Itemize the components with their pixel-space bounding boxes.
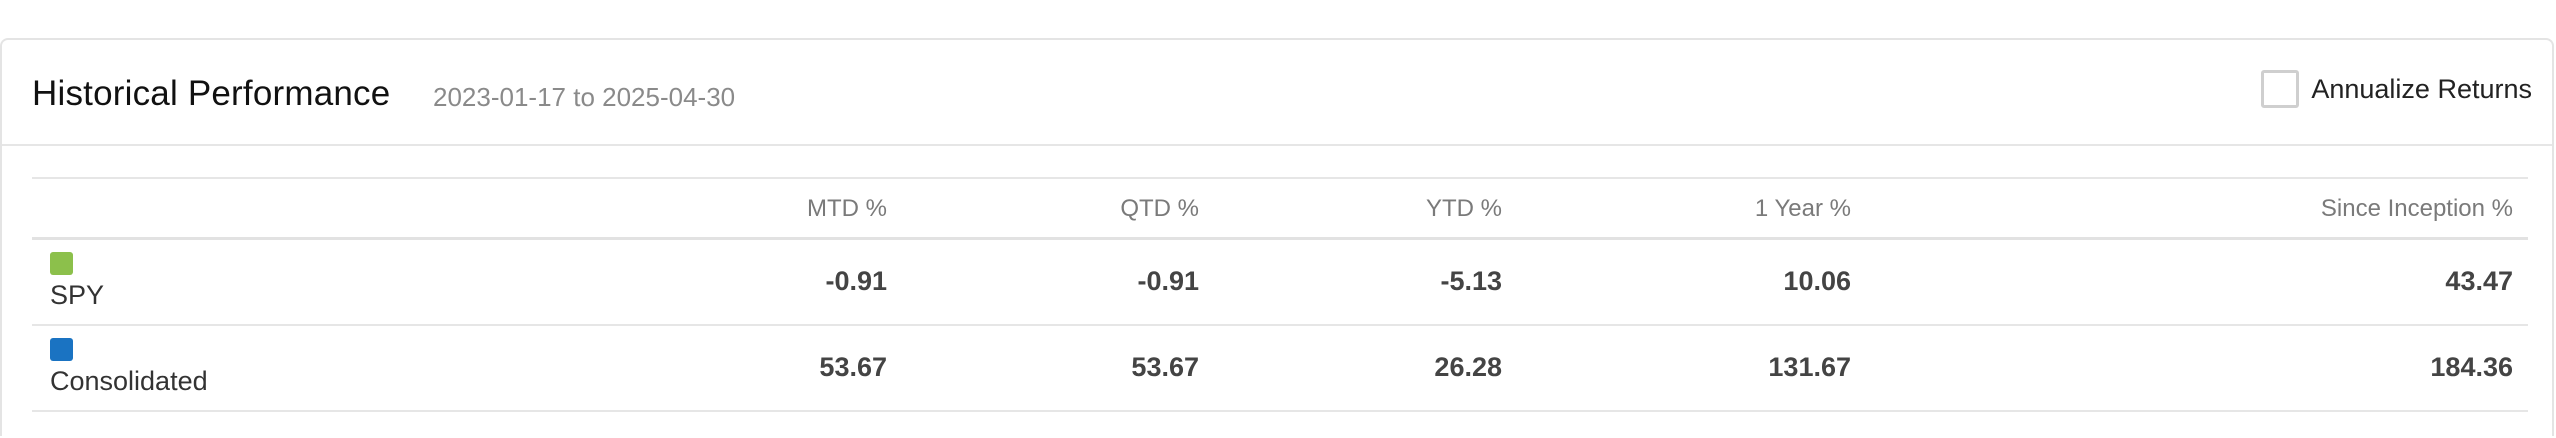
cell-ytd: -5.13 [1440,266,1502,296]
table-row-consolidated: Consolidated 53.67 53.67 26.28 131.67 18… [32,326,2528,412]
column-header-since-inception[interactable]: Since Inception % [2320,195,2513,222]
cell-since-inception: 184.36 [2430,352,2513,382]
annualize-returns-toggle[interactable]: Annualize Returns [2261,70,2532,108]
cell-ytd: 26.28 [1434,352,1502,382]
cell-since-inception: 43.47 [2445,266,2513,296]
panel-header: Historical Performance 2023-01-17 to 202… [2,40,2552,146]
performance-table: MTD % QTD % YTD % 1 Year % Since Incepti… [32,177,2528,412]
historical-performance-panel: Historical Performance 2023-01-17 to 202… [0,38,2554,436]
panel-title: Historical Performance [32,74,391,113]
row-name: SPY [50,280,105,310]
series-color-swatch [50,338,73,361]
cell-qtd: 53.67 [1131,352,1199,382]
cell-mtd: -0.91 [825,266,887,296]
cell-qtd: -0.91 [1137,266,1199,296]
table-header-row: MTD % QTD % YTD % 1 Year % Since Incepti… [32,179,2528,240]
column-header-ytd[interactable]: YTD % [1425,195,1502,222]
column-header-mtd[interactable]: MTD % [807,195,887,222]
cell-1-year: 10.06 [1783,266,1851,296]
annualize-returns-label[interactable]: Annualize Returns [2311,73,2532,104]
column-header-qtd[interactable]: QTD % [1120,195,1199,222]
table-row-spy: SPY -0.91 -0.91 -5.13 10.06 43.47 [32,240,2528,326]
row-name: Consolidated [50,366,208,396]
series-color-swatch [50,252,73,275]
date-range: 2023-01-17 to 2025-04-30 [433,82,736,112]
cell-mtd: 53.67 [819,352,887,382]
column-header-1-year[interactable]: 1 Year % [1754,195,1851,222]
annualize-returns-checkbox[interactable] [2261,70,2300,108]
cell-1-year: 131.67 [1768,352,1851,382]
